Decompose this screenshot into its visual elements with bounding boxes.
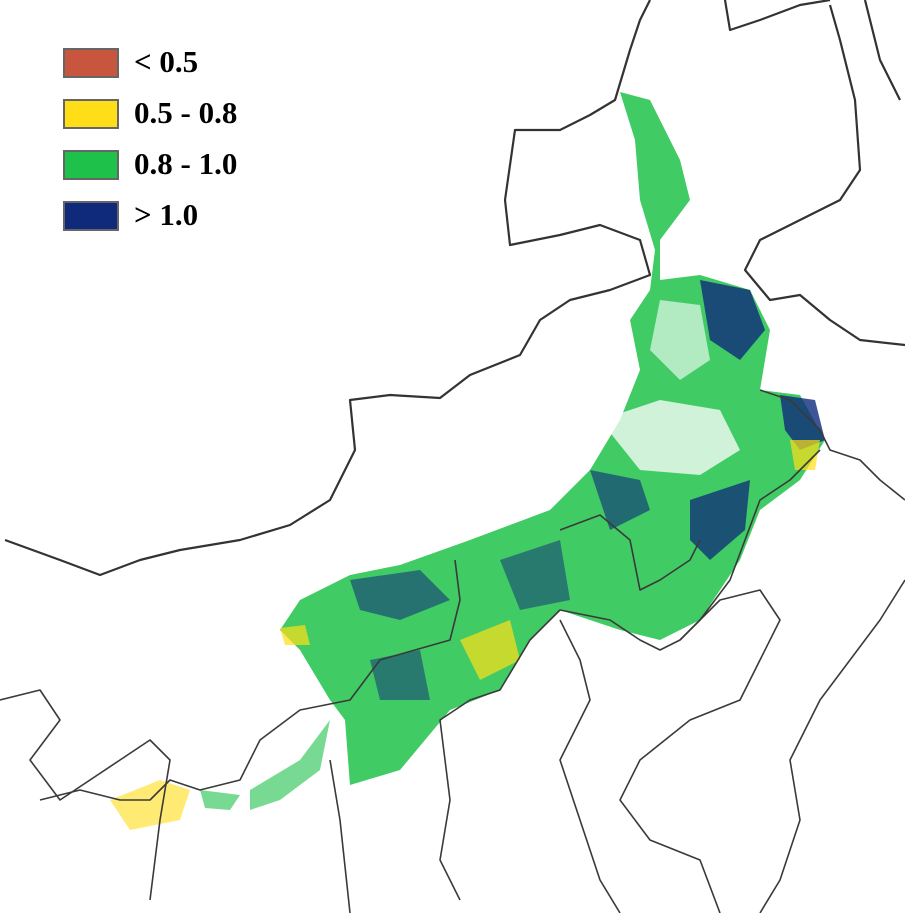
boundary-line bbox=[619, 589, 781, 913]
boundary-line bbox=[4, 0, 652, 577]
boundary-line bbox=[329, 759, 351, 913]
legend-label: > 1.0 bbox=[134, 197, 198, 232]
boundary-line bbox=[439, 449, 821, 901]
boundary-line bbox=[39, 559, 461, 801]
legend-label: 0.5 - 0.8 bbox=[134, 95, 237, 130]
boundary-line bbox=[0, 689, 171, 901]
legend-swatch bbox=[63, 201, 119, 231]
boundary-line bbox=[863, 0, 901, 101]
boundary-line bbox=[559, 514, 701, 591]
vegetation-cover bbox=[110, 92, 825, 830]
legend-swatch bbox=[63, 99, 119, 129]
boundary-line bbox=[559, 619, 621, 913]
legend-label: 0.8 - 1.0 bbox=[134, 146, 237, 181]
boundary-line bbox=[759, 389, 905, 501]
boundary-line bbox=[759, 579, 905, 913]
legend-label: < 0.5 bbox=[134, 44, 198, 79]
legend-swatch bbox=[63, 48, 119, 78]
legend-swatch bbox=[63, 150, 119, 180]
boundary-line bbox=[723, 0, 905, 347]
legend: < 0.5 0.5 - 0.8 0.8 - 1.0 > 1.0 bbox=[63, 44, 237, 232]
